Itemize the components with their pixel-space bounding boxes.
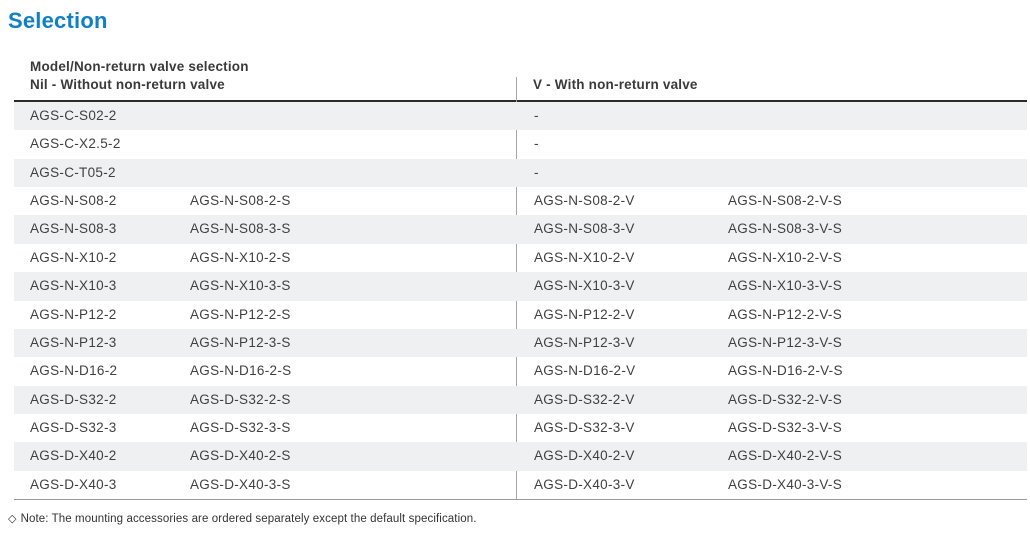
model-cell: AGS-N-X10-2-V xyxy=(534,249,635,265)
model-cell xyxy=(190,159,516,187)
model-cell: AGS-N-S08-2-V xyxy=(534,193,635,209)
model-cell: AGS-N-X10-3-V-S xyxy=(728,278,843,294)
model-cell: AGS-C-T05-2 xyxy=(30,164,116,180)
model-cell: AGS-N-X10-2-S xyxy=(190,249,291,265)
model-cell: AGS-D-S32-2-S xyxy=(190,391,291,407)
model-cell: AGS-D-X40-3-V-S xyxy=(728,476,843,492)
model-cell: AGS-N-D16-2-V xyxy=(534,363,636,379)
table-row: AGS-N-S08-3 AGS-N-S08-3-S AGS-N-S08-3-V AGS… xyxy=(14,215,1027,244)
model-cell: AGS-D-X40-3 xyxy=(30,476,117,492)
model-cell: AGS-N-D16-2-S xyxy=(190,363,292,379)
model-cell: AGS-N-X10-3 xyxy=(30,278,117,294)
selection-table: AGS-C-S02-2- AGS-C-X2.5-2- AGS-C-T05-2- AGS… xyxy=(14,77,1027,500)
model-cell: AGS-D-X40-2-V-S xyxy=(728,448,843,464)
model-cell xyxy=(711,130,1027,158)
model-cell: AGS-D-S32-2-V-S xyxy=(728,391,843,407)
model-cell xyxy=(190,130,516,158)
table-row: AGS-N-D16-2 AGS-N-D16-2-S AGS-N-D16-2-V AGS… xyxy=(14,357,1027,385)
table-row: AGS-N-S08-2 AGS-N-S08-2-S AGS-N-S08-2-V AGS… xyxy=(14,187,1027,215)
model-cell xyxy=(711,159,1027,187)
model-cell: AGS-N-X10-2 xyxy=(30,249,117,265)
table-row: AGS-C-S02-2 - xyxy=(14,102,1027,131)
model-cell: - xyxy=(534,136,539,152)
table-row: AGS-C-X2.5-2 - xyxy=(14,130,1027,158)
model-cell xyxy=(190,102,516,130)
table-header-right: V - With non-return valve xyxy=(533,77,698,92)
table-body: AGS-C-S02-2- AGS-C-X2.5-2- AGS-C-T05-2- AGS… xyxy=(14,102,1027,499)
footnote-text: Note: The mounting accessories are order… xyxy=(20,513,477,525)
model-cell: AGS-N-S08-3-V xyxy=(534,221,635,237)
model-cell: AGS-D-S32-3-V xyxy=(534,419,635,435)
model-cell: AGS-N-P12-3-V-S xyxy=(728,334,843,350)
model-cell: AGS-D-S32-3 xyxy=(30,419,117,435)
model-cell: AGS-N-S08-2-S xyxy=(190,193,291,209)
model-cell xyxy=(711,102,1027,130)
table-row: AGS-D-X40-2 AGS-D-X40-2-S AGS-D-X40-2-V AGS… xyxy=(14,442,1027,471)
model-cell: AGS-N-S08-3-S xyxy=(190,221,291,237)
table-header-left-line1: Model/Non-return valve selection xyxy=(30,59,249,74)
table-row: AGS-C-T05-2 - xyxy=(14,158,1027,188)
model-cell: AGS-N-S08-2-V-S xyxy=(728,193,843,209)
table-header-left: Model/Non-return valve selection Nil - W… xyxy=(30,58,249,94)
model-cell: AGS-N-X10-3-V xyxy=(534,278,635,294)
model-cell: AGS-D-X40-2-V xyxy=(534,448,635,464)
model-cell: AGS-C-X2.5-2 xyxy=(30,136,121,152)
model-cell: AGS-N-P12-2-V xyxy=(534,306,635,322)
model-cell: AGS-D-X40-3-S xyxy=(190,476,291,492)
model-cell: AGS-D-S32-2 xyxy=(30,391,117,407)
model-cell: AGS-N-S08-3-V-S xyxy=(728,221,843,237)
model-cell: AGS-D-S32-3-S xyxy=(190,419,291,435)
model-cell: AGS-D-S32-3-V-S xyxy=(728,419,843,435)
table-row: AGS-D-X40-3 AGS-D-X40-3-S AGS-D-X40-3-V AGS… xyxy=(14,471,1027,499)
model-cell: AGS-C-S02-2 xyxy=(30,108,117,123)
footnote: ◇ Note: The mounting accessories are orde… xyxy=(8,512,477,525)
model-cell: AGS-N-D16-2-V-S xyxy=(728,363,843,379)
table-header-left-line2: Nil - Without non-return valve xyxy=(30,77,225,92)
model-cell: AGS-N-P12-3 xyxy=(30,334,117,350)
page-title: Selection xyxy=(8,8,108,33)
table-row: AGS-D-S32-2 AGS-D-S32-2-S AGS-D-S32-2-V AGS… xyxy=(14,385,1027,414)
model-cell: AGS-N-X10-3-S xyxy=(190,278,291,294)
table-row: AGS-N-X10-2 AGS-N-X10-2-S AGS-N-X10-2-V AGS… xyxy=(14,244,1027,272)
model-cell: AGS-N-P12-2-V-S xyxy=(728,306,843,322)
table-row: AGS-N-P12-2 AGS-N-P12-2-S AGS-N-P12-2-V AGS… xyxy=(14,301,1027,329)
model-cell: AGS-N-P12-2-S xyxy=(190,306,291,322)
model-cell: AGS-N-X10-2-V-S xyxy=(728,249,843,265)
table-row: AGS-N-X10-3 AGS-N-X10-3-S AGS-N-X10-3-V AGS… xyxy=(14,272,1027,301)
table-row: AGS-N-P12-3 AGS-N-P12-3-S AGS-N-P12-3-V AGS… xyxy=(14,328,1027,358)
model-cell: AGS-N-P12-3-S xyxy=(190,334,291,350)
model-cell: - xyxy=(534,108,539,123)
model-cell: AGS-D-X40-2 xyxy=(30,448,117,464)
model-cell: - xyxy=(534,164,539,180)
model-cell: AGS-D-X40-3-V xyxy=(534,476,635,492)
model-cell: AGS-N-S08-3 xyxy=(30,221,117,237)
model-cell: AGS-N-D16-2 xyxy=(30,363,118,379)
model-cell: AGS-N-P12-2 xyxy=(30,306,117,322)
model-cell: AGS-D-S32-2-V xyxy=(534,391,635,407)
model-cell: AGS-N-P12-3-V xyxy=(534,334,635,350)
model-cell: AGS-N-S08-2 xyxy=(30,193,117,209)
diamond-icon: ◇ xyxy=(8,513,17,525)
model-cell: AGS-D-X40-2-S xyxy=(190,448,291,464)
table-row: AGS-D-S32-3 AGS-D-S32-3-S AGS-D-S32-3-V AGS… xyxy=(14,414,1027,442)
